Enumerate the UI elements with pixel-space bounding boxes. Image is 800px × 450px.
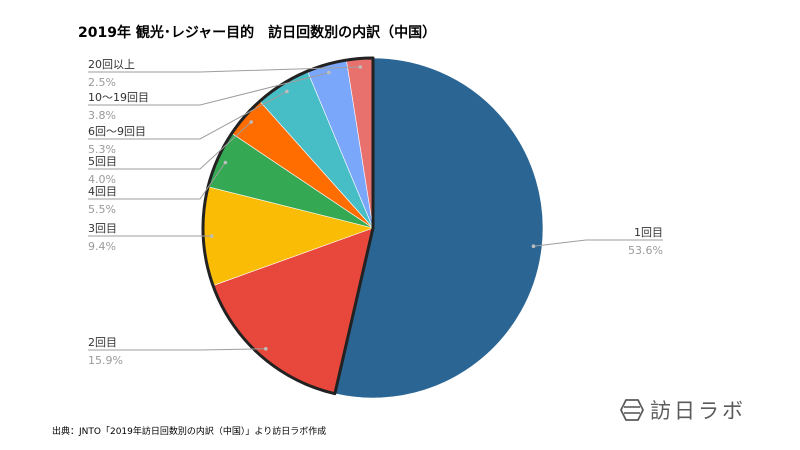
label-value-slice-8: 2.5% bbox=[88, 76, 116, 89]
leader-dot-slice-2 bbox=[264, 347, 268, 351]
hexagon-logo-icon bbox=[620, 399, 644, 421]
leader-dot-slice-8 bbox=[358, 65, 363, 69]
brand-name: 訪日ラボ bbox=[650, 399, 746, 423]
pie-slice-1 bbox=[334, 57, 544, 399]
leader-dot-slice-5 bbox=[249, 120, 253, 124]
leader-dot-slice-6 bbox=[285, 89, 289, 94]
highlighted-group-outline bbox=[201, 56, 375, 396]
label-name-slice-6: 6回～9回目 bbox=[88, 125, 146, 138]
label-name-slice-7: 10～19回目 bbox=[88, 91, 149, 104]
source-note: 出典：JNTO「2019年訪日回数別の内訳（中国）」より訪日ラボ作成 bbox=[52, 427, 327, 437]
label-value-slice-5: 4.0% bbox=[88, 173, 116, 186]
label-value-slice-6: 5.3% bbox=[88, 143, 116, 156]
label-name-slice-2: 2回目 bbox=[88, 336, 117, 349]
leader-dot-slice-3 bbox=[209, 234, 214, 238]
brand-logo: 訪日ラボ bbox=[620, 395, 746, 425]
leader-line-slice-7 bbox=[88, 72, 330, 106]
label-name-slice-3: 3回目 bbox=[88, 222, 117, 235]
leader-line-slice-2 bbox=[88, 348, 266, 351]
pie-slices bbox=[202, 57, 544, 399]
leader-dot-slice-4 bbox=[223, 160, 228, 165]
label-name-slice-1: 1回目 bbox=[634, 226, 663, 239]
leader-line-slice-5 bbox=[88, 121, 252, 170]
pie-labels: 1回目 53.6% 2回目 15.9% 3回目 9.4% 4回目 5.5% 5回目 4.0% 6回～… bbox=[88, 58, 663, 367]
leader-dot-slice-7 bbox=[327, 70, 331, 75]
chart-title: 2019年 観光･レジャー目的 訪日回数別の内訳（中国） bbox=[78, 25, 437, 41]
label-value-slice-3: 9.4% bbox=[88, 240, 116, 253]
leader-dot-slice-1 bbox=[531, 244, 536, 248]
leader-line-slice-1 bbox=[533, 239, 663, 247]
leader-line-slice-4 bbox=[88, 162, 226, 200]
label-value-slice-7: 3.8% bbox=[88, 109, 116, 122]
label-value-slice-1: 53.6% bbox=[628, 244, 663, 257]
label-name-slice-4: 4回目 bbox=[88, 185, 117, 198]
label-name-slice-5: 5回目 bbox=[88, 155, 117, 168]
label-name-slice-8: 20回以上 bbox=[88, 58, 135, 71]
leader-line-slice-6 bbox=[88, 90, 288, 140]
leader-line-slice-8 bbox=[88, 66, 361, 73]
label-value-slice-2: 15.9% bbox=[88, 354, 123, 367]
label-value-slice-4: 5.5% bbox=[88, 203, 116, 216]
